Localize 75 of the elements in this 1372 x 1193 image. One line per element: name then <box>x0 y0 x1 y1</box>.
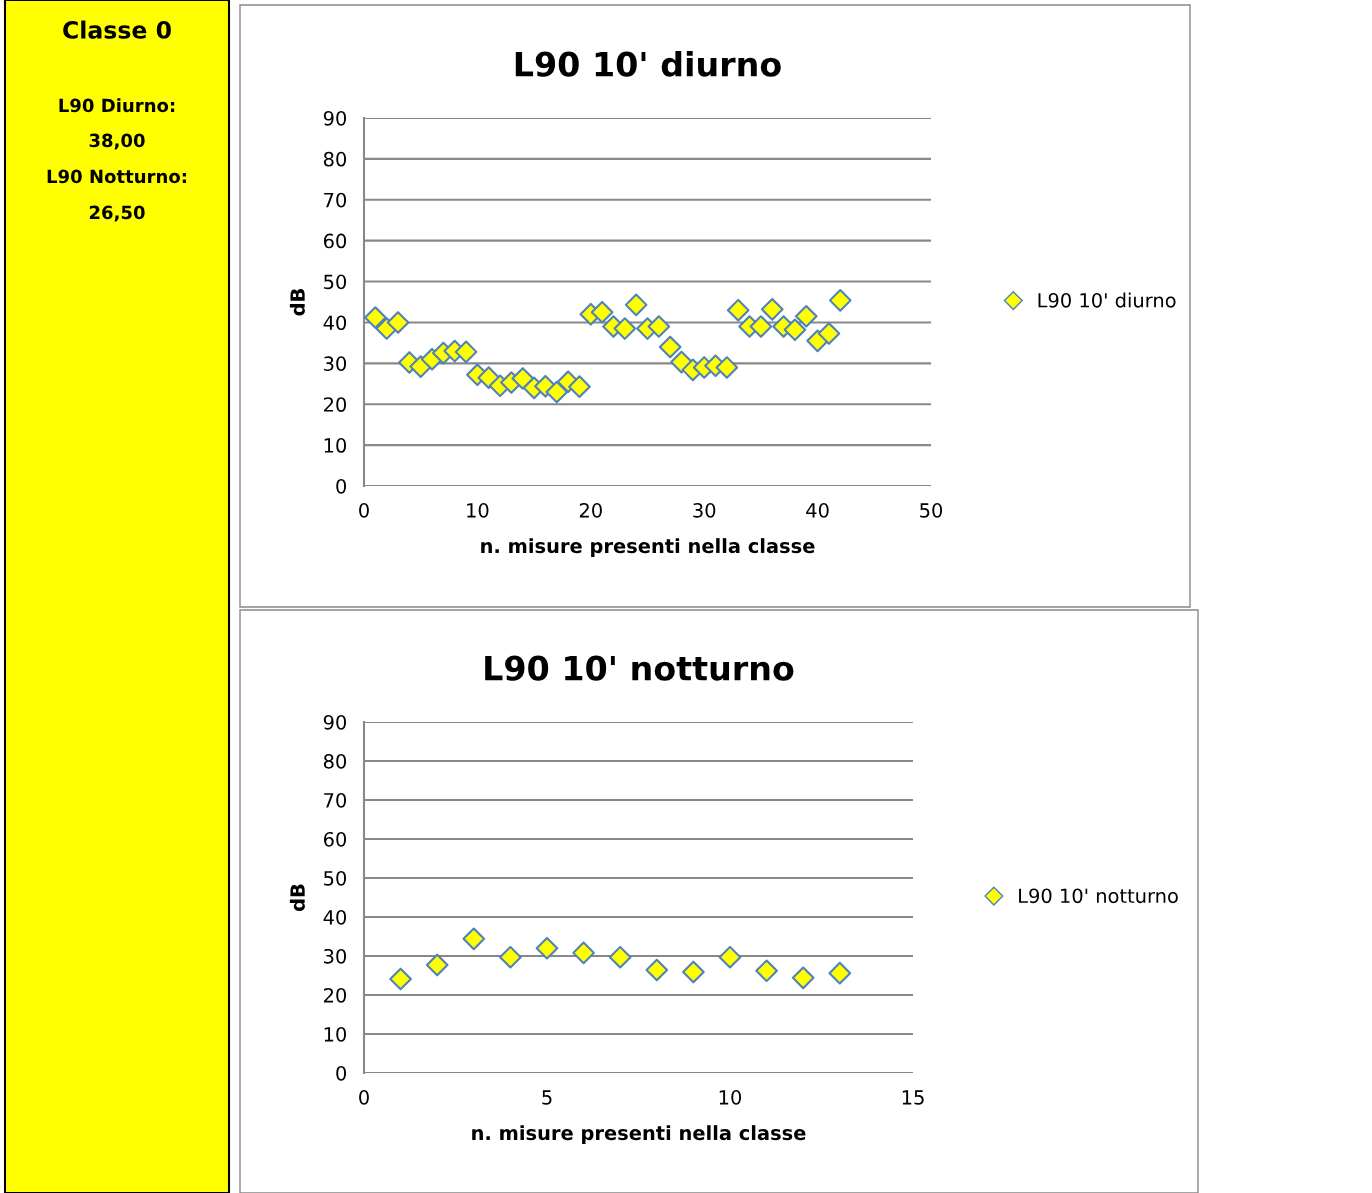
legend-label: L90 10' notturno <box>1019 888 1178 904</box>
y-tick-label: 10 <box>324 1026 347 1042</box>
y-tick-label: 90 <box>323 110 347 126</box>
y-axis-title: dB <box>289 884 305 911</box>
point <box>386 311 410 334</box>
y-tick-label: 20 <box>324 987 347 1003</box>
point <box>755 959 778 983</box>
point <box>389 967 412 991</box>
x-tick-label: 15 <box>902 1090 924 1105</box>
point <box>682 960 705 984</box>
y-tick-label: 30 <box>324 356 347 371</box>
point <box>760 298 784 321</box>
chart-title: L90 10' notturno <box>485 655 794 681</box>
x-tick-label: 10 <box>467 503 489 518</box>
x-tick-label: 10 <box>719 1090 742 1105</box>
text: 26,50 <box>89 205 145 222</box>
point <box>499 945 522 969</box>
point <box>749 315 773 338</box>
point <box>568 375 591 398</box>
point <box>828 289 852 312</box>
point <box>454 340 478 364</box>
text: 38,00 <box>89 133 145 150</box>
x-tick-label: 50 <box>920 503 943 518</box>
point <box>624 293 648 317</box>
point <box>572 941 595 965</box>
y-tick-label: 40 <box>323 909 347 925</box>
point <box>364 306 387 329</box>
text: L90 Notturno: <box>47 169 186 184</box>
y-tick-label: 0 <box>336 1065 347 1081</box>
text: L90 Diurno: <box>59 98 175 113</box>
point <box>613 317 637 340</box>
point <box>608 945 632 969</box>
y-tick-label: 70 <box>324 192 347 208</box>
y-tick-label: 80 <box>323 151 347 167</box>
x-tick-label: 20 <box>579 503 602 518</box>
y-tick-label: 40 <box>323 315 347 331</box>
x-tick-label: 0 <box>359 1090 369 1105</box>
y-tick-label: 0 <box>336 478 347 494</box>
point <box>545 380 569 404</box>
point <box>791 966 815 990</box>
y-tick-label: 60 <box>323 831 347 847</box>
y-tick-label: 30 <box>324 948 347 964</box>
y-tick-label: 20 <box>324 397 347 412</box>
point <box>425 953 449 977</box>
point <box>715 356 739 379</box>
text: Classe 0 <box>63 20 171 39</box>
point <box>462 927 486 951</box>
y-tick-label: 60 <box>323 233 347 249</box>
x-axis-title: n. misure presenti nella classe <box>472 1125 806 1144</box>
y-tick-label: 80 <box>323 753 347 769</box>
point <box>726 298 750 322</box>
x-axis-title: n. misure presenti nella classe <box>481 538 815 557</box>
legend-label: L90 10' diurno <box>1038 292 1176 308</box>
chart-title: L90 10' diurno <box>515 51 781 77</box>
y-tick-label: 90 <box>323 714 347 730</box>
x-tick-label: 5 <box>542 1090 552 1105</box>
point <box>794 304 818 328</box>
y-tick-label: 50 <box>324 274 347 290</box>
point <box>817 322 841 345</box>
point <box>828 961 852 985</box>
y-tick-label: 10 <box>324 438 347 453</box>
x-tick-label: 0 <box>359 503 369 518</box>
point <box>645 958 669 982</box>
point <box>590 300 614 324</box>
y-axis-title: dB <box>289 289 305 316</box>
point <box>511 367 535 390</box>
y-tick-label: 70 <box>324 792 347 808</box>
point <box>647 315 671 338</box>
point <box>718 945 742 969</box>
point <box>658 335 682 359</box>
x-tick-label: 40 <box>806 503 829 518</box>
point <box>783 318 807 342</box>
point <box>535 936 559 960</box>
x-tick-label: 30 <box>693 503 716 518</box>
y-tick-label: 50 <box>324 870 347 886</box>
